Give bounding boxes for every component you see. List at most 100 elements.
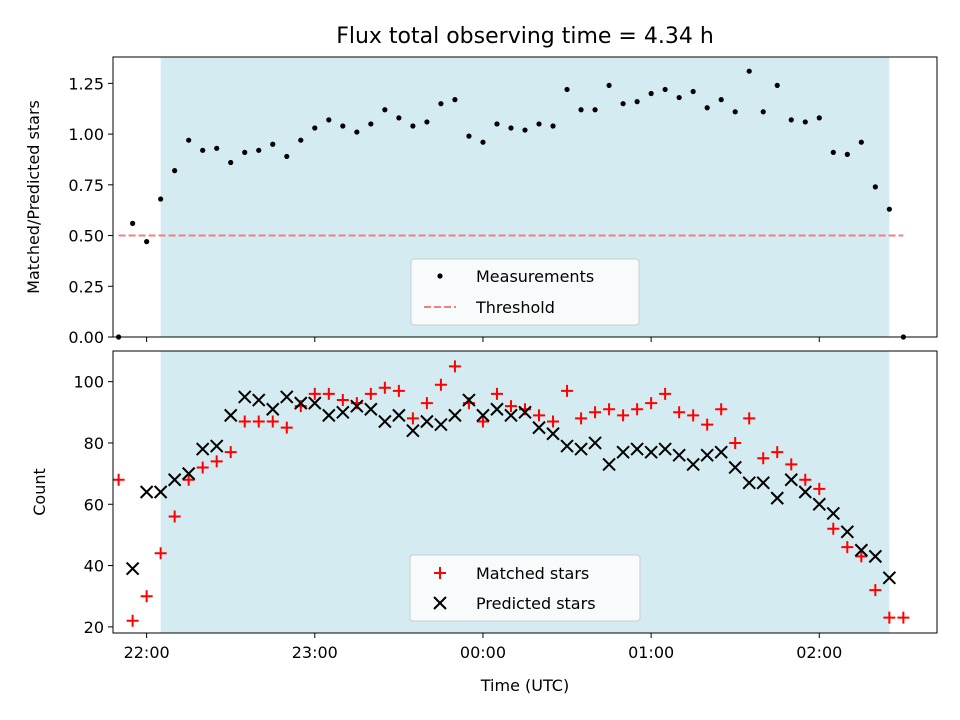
bottom-series1-point-9 bbox=[252, 393, 266, 407]
bottom-series1-point-38 bbox=[658, 442, 672, 456]
bottom-series0-point-34 bbox=[589, 406, 602, 419]
bottom-series1-point-25 bbox=[476, 408, 490, 423]
bottom-series1-point-20 bbox=[406, 423, 420, 438]
bottom-series0-point-40 bbox=[673, 406, 686, 419]
bottom-ytick-label-4: 100 bbox=[73, 373, 104, 392]
bottom-panel: 22:00 23:00 00:00 01:00 02:00 20 40 60 80 100 Co… bbox=[30, 350, 938, 695]
bottom-series0-point-48 bbox=[785, 458, 798, 471]
top-series0-point-17 bbox=[354, 129, 360, 135]
top-series0-point-38 bbox=[648, 90, 654, 97]
top-series0-point-14 bbox=[312, 125, 318, 131]
bottom-series1-point-29 bbox=[532, 420, 546, 435]
bottom-series0-point-55 bbox=[883, 611, 896, 624]
top-series0-point-55 bbox=[886, 206, 892, 212]
bottom-series0-point-42 bbox=[701, 418, 714, 431]
bottom-series1-point-48 bbox=[798, 485, 812, 499]
top-y-axis-label: Matched/Predicted stars bbox=[24, 100, 43, 294]
bottom-series0-point-8 bbox=[224, 446, 237, 459]
bottom-series1-point-16 bbox=[350, 399, 364, 413]
top-legend: Measurements Threshold bbox=[410, 258, 640, 326]
bottom-xtick-label-3: 01:00 bbox=[628, 643, 674, 662]
top-series0-point-10 bbox=[256, 147, 262, 153]
top-series0-point-52 bbox=[844, 151, 850, 157]
bottom-series1-point-2 bbox=[153, 485, 168, 499]
bottom-series0-point-22 bbox=[420, 397, 433, 410]
bottom-series1-point-36 bbox=[630, 442, 644, 456]
bottom-series0-point-36 bbox=[617, 409, 630, 422]
bottom-series0-point-2 bbox=[140, 590, 153, 603]
bottom-series1-point-17 bbox=[364, 402, 378, 416]
bottom-series1-point-22 bbox=[434, 417, 448, 432]
bottom-series0-point-9 bbox=[238, 415, 251, 428]
bottom-ytick-label-2: 60 bbox=[84, 495, 104, 514]
top-series0-point-50 bbox=[816, 115, 822, 121]
bottom-series1-point-32 bbox=[574, 442, 588, 456]
bottom-series0-point-39 bbox=[659, 387, 672, 400]
bottom-series0-point-30 bbox=[533, 409, 546, 422]
bottom-series0-point-0 bbox=[112, 473, 125, 486]
bottom-series1-point-37 bbox=[644, 445, 658, 459]
bottom-series1-point-28 bbox=[518, 405, 532, 420]
bottom-xtick-label-2: 00:00 bbox=[460, 643, 506, 662]
bottom-series1-point-3 bbox=[167, 473, 182, 487]
bottom-series1-point-10 bbox=[266, 402, 280, 416]
top-series0-point-15 bbox=[326, 117, 332, 123]
top-series0-point-28 bbox=[508, 125, 514, 131]
top-series0-point-54 bbox=[872, 184, 878, 190]
bottom-legend-label-predicted: Predicted stars bbox=[476, 594, 596, 613]
top-series0-point-48 bbox=[788, 117, 794, 123]
top-series0-point-47 bbox=[774, 82, 780, 89]
bottom-series0-point-35 bbox=[603, 403, 616, 416]
bottom-series0-point-21 bbox=[406, 412, 419, 425]
top-series0-point-41 bbox=[690, 88, 696, 95]
bottom-legend-marker-predicted bbox=[433, 596, 447, 610]
top-series0-point-16 bbox=[340, 123, 346, 129]
bottom-series1-point-26 bbox=[490, 402, 504, 416]
top-legend-box bbox=[410, 258, 640, 326]
bottom-series0-point-3 bbox=[154, 547, 167, 560]
bottom-series0-point-20 bbox=[392, 384, 405, 397]
bottom-series1-point-6 bbox=[209, 439, 224, 453]
bottom-series1-point-19 bbox=[392, 408, 406, 423]
bottom-series0-point-27 bbox=[490, 387, 503, 400]
bottom-series1-point-1 bbox=[139, 485, 154, 499]
top-series0-point-45 bbox=[746, 68, 752, 74]
bottom-series0-point-6 bbox=[196, 461, 209, 474]
bottom-series1-point-30 bbox=[546, 427, 560, 441]
top-series0-point-23 bbox=[438, 101, 444, 107]
bottom-y-axis-label: Count bbox=[30, 468, 49, 516]
top-series0-point-20 bbox=[396, 115, 402, 121]
bottom-series1-point-11 bbox=[280, 390, 294, 404]
bottom-series1-point-27 bbox=[504, 408, 518, 423]
bottom-series1-point-51 bbox=[840, 525, 855, 539]
top-series0-point-22 bbox=[424, 119, 430, 125]
bottom-series1-point-14 bbox=[322, 408, 336, 423]
bottom-xtick-label-4: 02:00 bbox=[796, 643, 842, 662]
top-ytick-label-2: 0.50 bbox=[68, 227, 104, 246]
bottom-xtick-label-0: 22:00 bbox=[124, 643, 170, 662]
bottom-series1-point-52 bbox=[854, 543, 869, 557]
bottom-series1-point-5 bbox=[195, 442, 210, 456]
top-series0-point-25 bbox=[466, 133, 472, 139]
top-series0-point-19 bbox=[382, 107, 388, 113]
top-legend-marker-measurements bbox=[437, 273, 443, 279]
top-series0-point-36 bbox=[620, 101, 626, 107]
top-series0-point-49 bbox=[802, 119, 808, 125]
top-series0-point-5 bbox=[186, 137, 192, 143]
top-ytick-label-0: 0.00 bbox=[68, 328, 104, 347]
bottom-series1-point-40 bbox=[686, 457, 700, 472]
top-series0-point-26 bbox=[480, 139, 486, 145]
bottom-series0-point-10 bbox=[252, 415, 265, 428]
bottom-series0-point-24 bbox=[448, 360, 461, 373]
bottom-series1-point-43 bbox=[728, 460, 742, 475]
bottom-legend-marker-matched bbox=[434, 567, 446, 579]
top-series0-point-3 bbox=[158, 196, 164, 202]
bottom-series1-point-35 bbox=[616, 445, 630, 459]
top-legend-label-measurements: Measurements bbox=[476, 267, 594, 286]
bottom-series0-point-37 bbox=[631, 403, 644, 416]
top-series0-point-7 bbox=[214, 145, 220, 151]
bottom-series0-point-14 bbox=[308, 387, 321, 400]
top-series0-point-13 bbox=[298, 137, 304, 143]
bottom-series0-point-33 bbox=[575, 412, 588, 425]
top-series0-point-12 bbox=[284, 153, 290, 160]
